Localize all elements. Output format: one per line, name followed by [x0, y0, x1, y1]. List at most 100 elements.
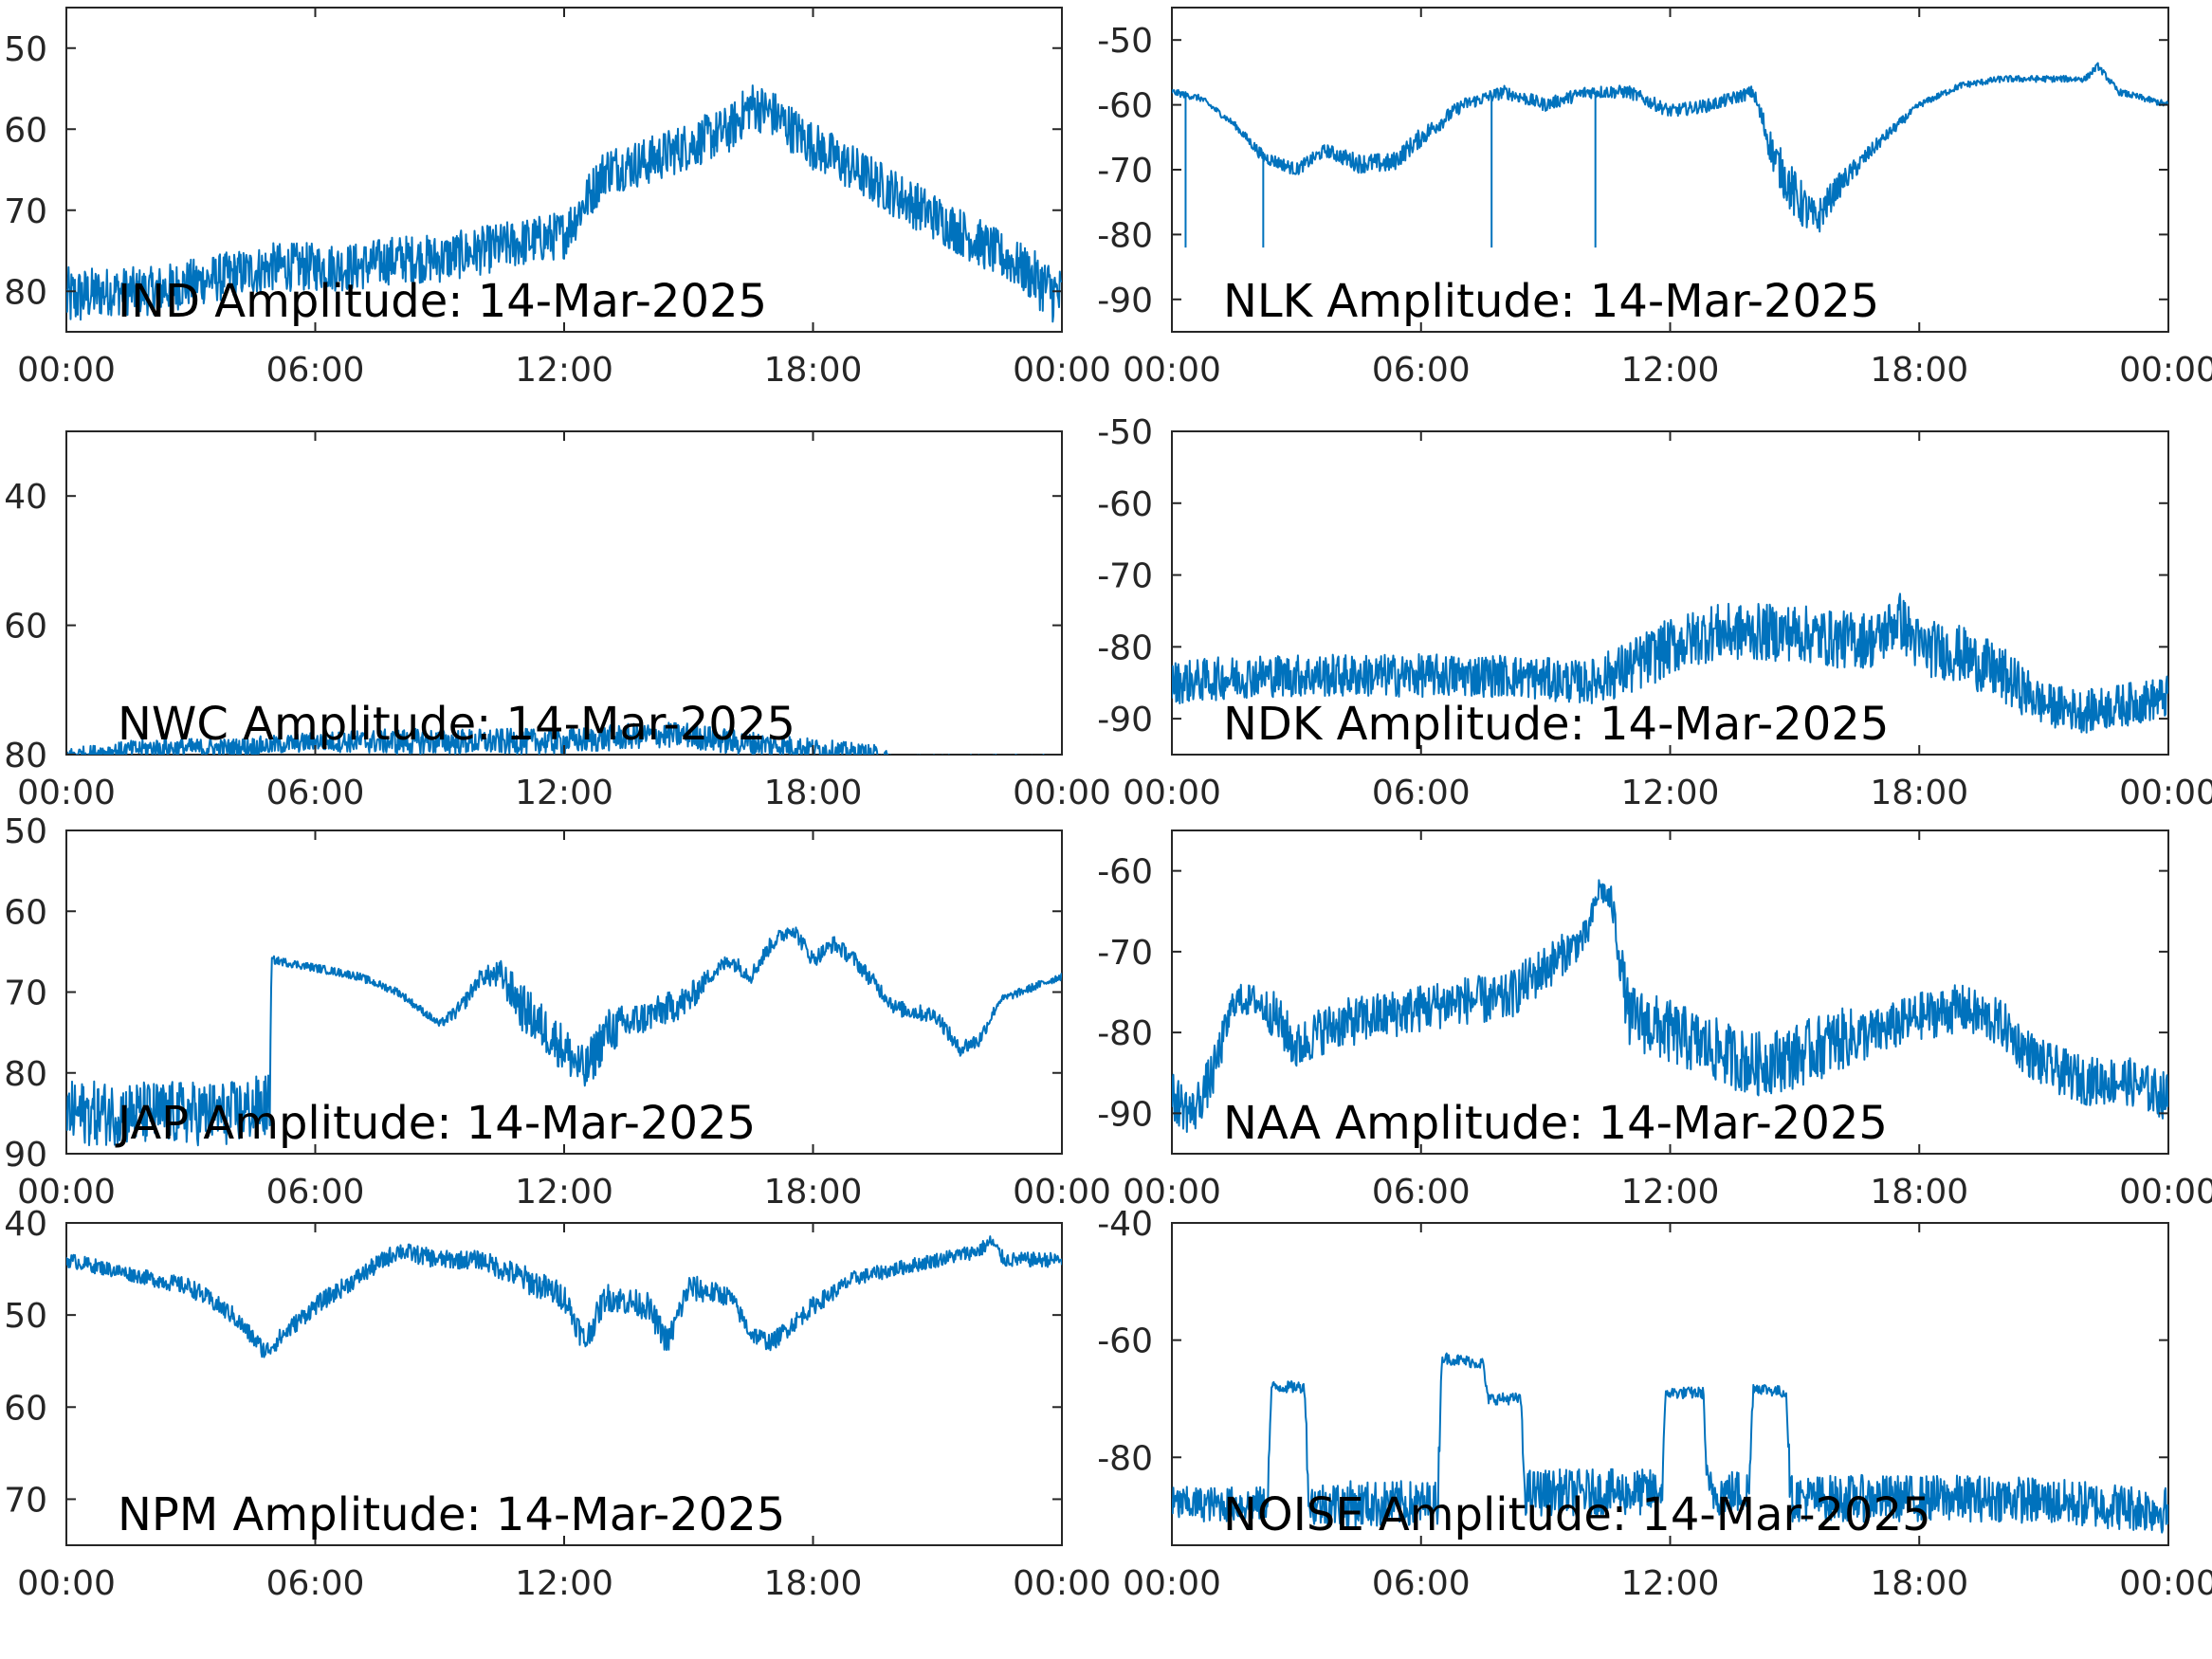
x-tick-label: 18:00: [764, 1564, 863, 1603]
y-tick-label: -90: [1097, 282, 1153, 320]
y-tick-label: 40: [4, 1205, 47, 1244]
x-tick-label: 06:00: [1372, 1564, 1471, 1603]
x-tick-label: 18:00: [1870, 1173, 1968, 1212]
x-tick-label: 06:00: [1372, 774, 1471, 812]
y-tick-label: -70: [1097, 934, 1153, 973]
series-line: [1172, 592, 2168, 734]
chart-panel-4: 00:00 06:00 12:00 18:00 00:00 50 60 70 80 90 JAP A…: [4, 812, 1111, 1212]
x-tick-label: 12:00: [1621, 1173, 1720, 1212]
x-tick-label: 00:00: [1123, 1173, 1221, 1212]
x-tick-label: 06:00: [266, 1173, 365, 1212]
x-tick-label: 12:00: [515, 1564, 613, 1603]
panel-title: NWC Amplitude: 14-Mar-2025: [118, 698, 795, 751]
x-tick-label: 18:00: [764, 774, 863, 812]
y-tick-label: 70: [4, 975, 47, 1013]
y-tick-label: -80: [1097, 1439, 1153, 1478]
x-tick-label: 00:00: [1013, 351, 1111, 390]
y-tick-label: -60: [1097, 853, 1153, 892]
chart-panel-2: 00:00 06:00 12:00 18:00 00:00 40 60 80 NWC Ampli…: [4, 430, 1111, 812]
x-tick-label: 12:00: [1621, 1564, 1720, 1603]
y-tick-label: 50: [4, 1297, 47, 1336]
y-tick-label: -40: [1097, 1205, 1153, 1244]
x-tick-label: 18:00: [764, 1173, 863, 1212]
y-tick-label: 60: [4, 111, 47, 150]
y-tick-label: -90: [1097, 1095, 1153, 1134]
x-tick-label: 06:00: [266, 1564, 365, 1603]
panel-title: IND Amplitude: 14-Mar-2025: [118, 275, 767, 328]
y-tick-label: 40: [4, 478, 47, 517]
x-tick-label: 12:00: [515, 774, 613, 812]
x-tick-label: 06:00: [266, 774, 365, 812]
panel-title: NAA Amplitude: 14-Mar-2025: [1223, 1097, 1888, 1150]
series-line: [66, 1235, 1062, 1358]
y-tick-label: -90: [1097, 701, 1153, 739]
y-tick-label: -80: [1097, 216, 1153, 255]
panel-title: NOISE Amplitude: 14-Mar-2025: [1223, 1488, 1931, 1541]
x-tick-label: 18:00: [1870, 351, 1968, 390]
panel-title: NLK Amplitude: 14-Mar-2025: [1223, 275, 1879, 328]
y-tick-label: 50: [4, 812, 47, 851]
y-tick-label: -50: [1097, 22, 1153, 61]
y-tick-label: 70: [4, 1481, 47, 1520]
x-tick-label: 12:00: [1621, 774, 1720, 812]
y-tick-label: -60: [1097, 1322, 1153, 1361]
y-tick-label: -60: [1097, 485, 1153, 524]
axes-frame: [65, 1222, 1063, 1546]
x-tick-label: 06:00: [1372, 1173, 1471, 1212]
panel-title: JAP Amplitude: 14-Mar-2025: [115, 1097, 756, 1150]
x-tick-label: 00:00: [17, 351, 116, 390]
series-line: [66, 926, 1062, 1147]
x-tick-label: 00:00: [17, 774, 116, 812]
chart-panel-3: 00:00 06:00 12:00 18:00 00:00 -50 -60 -70 -80 -90…: [1097, 413, 2212, 812]
chart-panel-5: 00:00 06:00 12:00 18:00 00:00 -60 -70 -80 -90 NAA…: [1097, 830, 2212, 1212]
y-tick-label: -50: [1097, 413, 1153, 452]
x-tick-label: 00:00: [1123, 351, 1221, 390]
x-tick-label: 00:00: [1123, 774, 1221, 812]
y-tick-label: 60: [4, 893, 47, 932]
x-tick-label: 06:00: [1372, 351, 1471, 390]
y-tick-label: 70: [4, 192, 47, 231]
x-tick-label: 00:00: [2119, 774, 2212, 812]
chart-panel-1: 00:00 06:00 12:00 18:00 00:00 -50 -60 -70 -80 -90…: [1097, 7, 2212, 390]
chart-panel-0: 00:00 06:00 12:00 18:00 00:00 50 60 70 80 IND Amp…: [4, 7, 1111, 390]
x-tick-label: 00:00: [2119, 351, 2212, 390]
x-tick-label: 12:00: [515, 351, 613, 390]
series-line: [1172, 879, 2168, 1133]
series-line: [66, 84, 1062, 323]
chart-panel-6: 00:00 06:00 12:00 18:00 00:00 40 50 60 70 NPM Amp…: [4, 1205, 1111, 1603]
panel-title: NDK Amplitude: 14-Mar-2025: [1223, 698, 1889, 751]
x-tick-label: 00:00: [1013, 1173, 1111, 1212]
y-tick-label: 90: [4, 1136, 47, 1175]
x-tick-label: 00:00: [1123, 1564, 1221, 1603]
x-tick-label: 00:00: [2119, 1173, 2212, 1212]
y-tick-label: 60: [4, 608, 47, 647]
y-tick-label: 80: [4, 737, 47, 775]
y-tick-label: -80: [1097, 629, 1153, 667]
y-tick-label: -70: [1097, 557, 1153, 596]
x-tick-label: 00:00: [17, 1564, 116, 1603]
y-tick-label: 80: [4, 273, 47, 312]
x-tick-label: 18:00: [1870, 774, 1968, 812]
x-tick-label: 00:00: [17, 1173, 116, 1212]
panel-title: NPM Amplitude: 14-Mar-2025: [118, 1488, 785, 1541]
series-line: [1172, 62, 2168, 233]
x-tick-label: 06:00: [266, 351, 365, 390]
x-tick-label: 18:00: [1870, 1564, 1968, 1603]
x-tick-label: 12:00: [515, 1173, 613, 1212]
x-tick-label: 12:00: [1621, 351, 1720, 390]
chart-panel-7: 00:00 06:00 12:00 18:00 00:00 -40 -60 -80 NOISE …: [1097, 1205, 2212, 1603]
y-tick-label: -80: [1097, 1014, 1153, 1053]
series-line: [1172, 1352, 2168, 1534]
x-tick-label: 18:00: [764, 351, 863, 390]
y-tick-label: -70: [1097, 152, 1153, 191]
x-tick-label: 00:00: [1013, 1564, 1111, 1603]
x-tick-label: 00:00: [2119, 1564, 2212, 1603]
axes-frame: [1171, 430, 2169, 756]
axes-frame: [65, 430, 1063, 756]
x-tick-label: 00:00: [1013, 774, 1111, 812]
y-tick-label: 50: [4, 30, 47, 69]
axes-frame: [1171, 7, 2169, 333]
y-tick-label: -60: [1097, 87, 1153, 126]
y-tick-label: 60: [4, 1389, 47, 1428]
